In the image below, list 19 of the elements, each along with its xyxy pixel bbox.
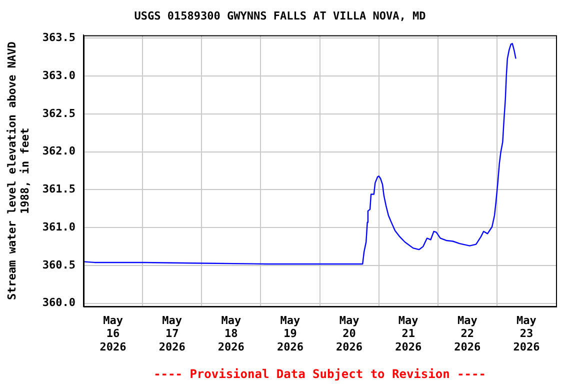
y-tick-label: 363.5 [42, 31, 76, 44]
text: ---- Provisional Data Subject to Revision ---- [154, 367, 486, 382]
x-tick-label: May 17 2026 [158, 314, 186, 354]
x-tick-label: May 23 2026 [513, 314, 540, 354]
y-tick-label: 362.0 [42, 144, 76, 158]
x-tick-label: May 22 2026 [454, 314, 482, 354]
x-tick-label: May 21 2026 [395, 314, 422, 354]
y-tick-label: 363.0 [42, 68, 76, 82]
x-tick-label: May 19 2026 [276, 314, 304, 354]
x-tick-label: May 16 2026 [100, 314, 127, 354]
y-tick-label: 360.0 [42, 296, 76, 310]
y-tick-label: 360.5 [42, 258, 76, 272]
x-tick-label: May 18 2026 [218, 314, 245, 354]
y-tick-label: 362.5 [42, 106, 76, 120]
y-tick-label: 361.5 [42, 182, 76, 196]
y-tick-label: 361.0 [42, 220, 76, 234]
x-tick-label: May 20 2026 [336, 314, 363, 354]
y-axis-title: Stream water level elevation above NAVD 1988, in feet [5, 41, 32, 300]
chart-title: USGS 01589300 GWYNNS FALLS AT VILLA NOVA, MD [134, 9, 426, 22]
